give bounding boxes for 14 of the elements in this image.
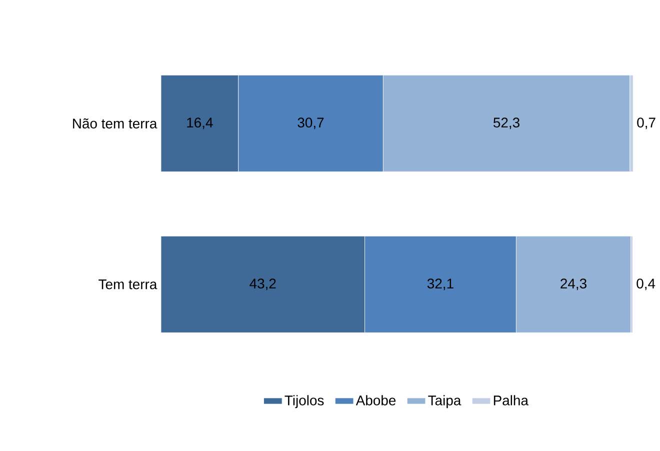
data-label: 16,4 [187,118,213,130]
data-label: 52,3 [493,118,520,130]
data-label: 43,2 [250,278,276,290]
legend-label: Abobe [356,395,396,406]
data-label: 32,1 [427,278,454,290]
data-label: 30,7 [298,118,324,130]
legend-label: Taipa [428,395,462,408]
data-label: 24,3 [560,278,586,290]
y-tick-label: Tem terra [98,280,158,290]
y-tick-label: Não tem terra [73,118,158,129]
legend-label: Tijolos [284,395,324,408]
data-label: 0,4 [636,278,656,290]
legend-label: Palha [494,395,528,406]
data-label: 0,7 [637,118,656,130]
